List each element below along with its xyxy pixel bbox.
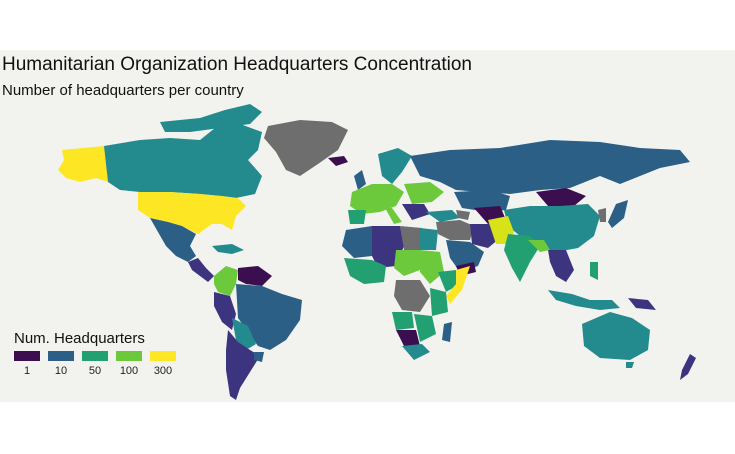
region-east-africa (430, 288, 448, 316)
legend: Num. Headquarters 1 10 50 100 300 (14, 330, 184, 377)
legend-swatch (48, 351, 74, 361)
region-iceland (328, 156, 348, 166)
region-usa (138, 192, 246, 234)
region-caribbean (212, 244, 244, 254)
region-north-africa-west (342, 226, 380, 258)
region-south-africa (402, 344, 430, 360)
region-indonesia (548, 290, 620, 310)
region-scandinavia (378, 148, 412, 184)
legend-key: 100 (116, 351, 142, 377)
region-caucasus (456, 210, 470, 220)
region-uk (354, 170, 366, 190)
region-italy (384, 206, 402, 224)
region-eastern-europe (404, 182, 444, 204)
region-iberia (348, 210, 366, 224)
region-korea (598, 208, 606, 222)
region-uruguay (254, 352, 264, 362)
region-namibia-botswana (396, 330, 420, 346)
region-brazil (236, 284, 302, 350)
region-tasmania (626, 362, 634, 368)
region-alaska (58, 146, 108, 182)
legend-key: 1 (14, 351, 40, 377)
legend-swatch (150, 351, 176, 361)
region-chad-niger (394, 250, 420, 276)
region-angola (392, 312, 414, 330)
region-egypt (420, 228, 438, 250)
region-argentina-chile (226, 330, 260, 400)
region-russia (410, 140, 690, 194)
region-arabian-peninsula (446, 240, 484, 272)
region-venezuela-guianas (238, 266, 272, 286)
legend-title: Num. Headquarters (14, 330, 145, 347)
region-canada (104, 124, 262, 198)
region-central-america (188, 258, 214, 282)
region-new-zealand (680, 354, 696, 380)
region-peru-ecuador (214, 292, 236, 330)
legend-key: 300 (150, 351, 176, 377)
region-australia (582, 312, 650, 360)
region-canada-arctic-islands (160, 104, 262, 132)
region-mexico (150, 218, 196, 262)
legend-swatch (82, 351, 108, 361)
region-balkans (402, 204, 430, 220)
region-mainland-southeast-asia (548, 250, 574, 282)
region-nepal-bangladesh (528, 240, 550, 252)
legend-key: 10 (48, 351, 74, 377)
region-madagascar (442, 322, 452, 342)
region-west-africa (344, 258, 386, 284)
region-colombia (214, 266, 238, 296)
legend-key: 50 (82, 351, 108, 377)
legend-label: 100 (119, 365, 139, 377)
map-title: Humanitarian Organization Headquarters C… (2, 54, 472, 75)
legend-keys: 1 10 50 100 300 (14, 351, 184, 377)
region-central-africa (394, 280, 430, 312)
legend-label: 50 (88, 365, 102, 377)
region-philippines (590, 262, 598, 280)
legend-label: 300 (153, 365, 173, 377)
region-western-europe (350, 184, 404, 214)
region-libya (400, 226, 422, 250)
region-mongolia (536, 188, 586, 206)
region-sudan (420, 250, 444, 284)
region-somalia (446, 266, 470, 304)
region-turkey (426, 210, 460, 222)
region-india (504, 234, 540, 282)
legend-label: 10 (54, 365, 68, 377)
region-middle-east-north (436, 220, 474, 240)
legend-swatch (116, 351, 142, 361)
region-japan (608, 200, 628, 228)
legend-swatch (14, 351, 40, 361)
legend-label: 1 (23, 365, 31, 377)
region-greenland (264, 120, 348, 176)
region-southern-africa-east (414, 314, 436, 342)
region-papua-new-guinea (628, 298, 656, 310)
map-subtitle: Number of headquarters per country (2, 82, 244, 99)
